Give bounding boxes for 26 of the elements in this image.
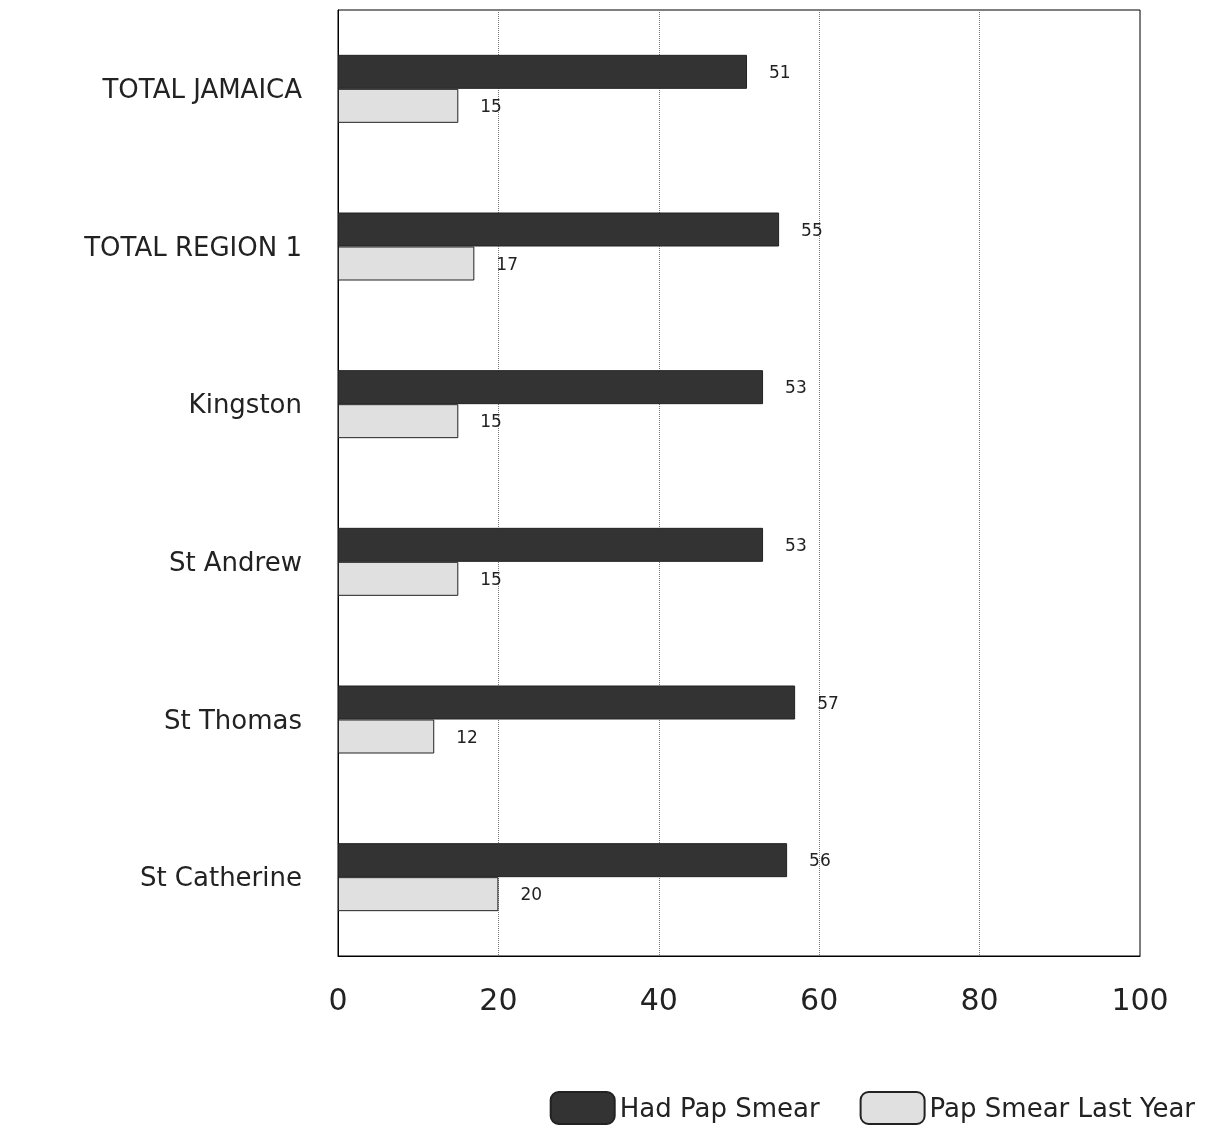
data-label: 57 [817,692,839,713]
x-tick-label: 60 [800,981,839,1017]
data-label: 17 [496,253,518,274]
x-tick-label: 20 [479,981,518,1017]
data-label: 12 [456,726,478,747]
data-label: 20 [520,884,543,905]
y-tick-label: Kingston [188,389,302,420]
y-tick-label: TOTAL REGION 1 [83,231,302,262]
x-tick-label: 100 [1111,981,1169,1017]
y-tick-label: TOTAL JAMAICA [101,73,303,104]
y-tick-label: St Catherine [139,862,302,893]
data-label: 55 [801,219,823,240]
x-tick-label: 80 [960,981,999,1017]
data-label: 15 [480,568,502,589]
y-tick-label: St Andrew [168,546,302,577]
legend-label: Pap Smear Last Year [929,1093,1196,1123]
legend-label: Had Pap Smear [619,1093,820,1123]
y-tick-label: St Thomas [163,704,302,735]
data-label: 53 [785,534,807,555]
data-label: 15 [480,95,502,116]
data-label: 53 [785,377,807,398]
data-label: 15 [480,411,502,432]
data-label: 56 [809,850,831,871]
x-tick-label: 0 [328,981,348,1017]
data-label: 51 [769,61,791,82]
x-tick-label: 40 [639,981,678,1017]
